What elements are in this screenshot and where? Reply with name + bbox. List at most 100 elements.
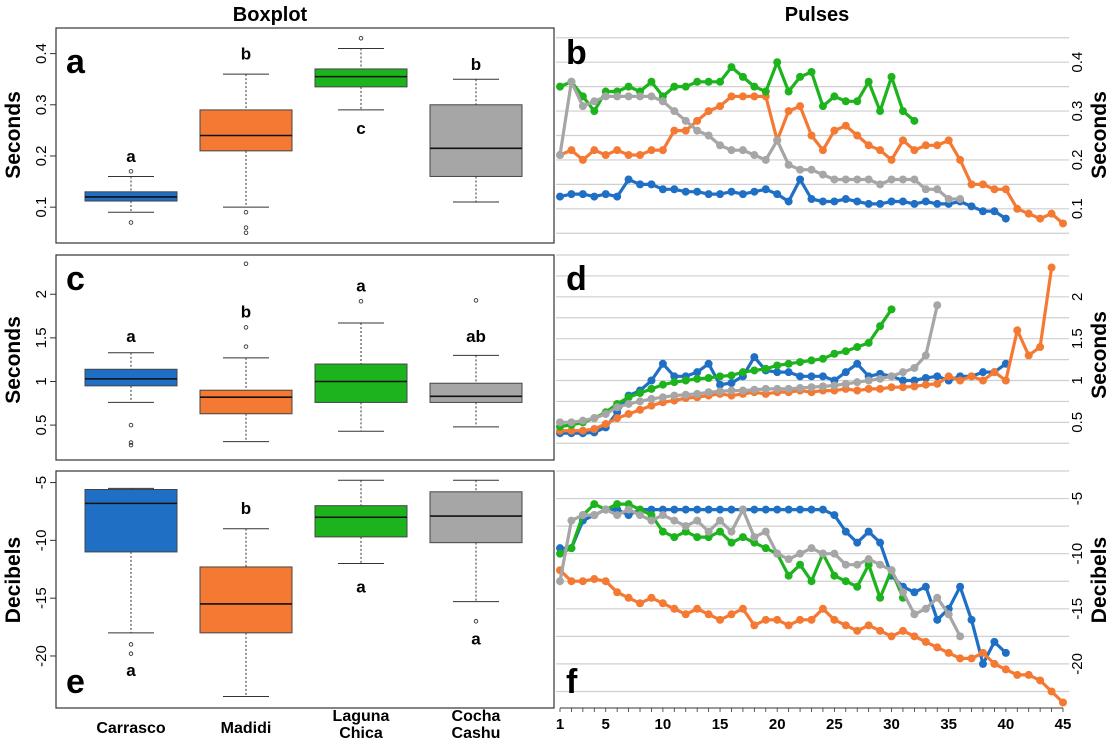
data-point [841,527,850,536]
data-point [624,82,633,91]
data-point [784,505,793,514]
data-point [944,610,953,619]
data-point [933,593,942,602]
data-point [876,199,885,208]
group-label: Chica [339,725,383,742]
data-point [956,376,965,385]
data-point [853,386,862,395]
data-point [693,533,702,542]
data-point [590,97,599,106]
y-tick-label: 0.5 [1069,412,1086,433]
data-point [750,187,759,196]
data-point [704,374,713,382]
data-point [727,146,736,155]
data-point [624,505,633,514]
data-point [693,505,702,514]
data-point [727,527,736,536]
data-point [967,372,976,381]
data-point [590,146,599,155]
data-point [636,405,645,414]
data-point [818,197,827,206]
data-point [944,136,953,145]
data-point [910,632,919,641]
data-point [773,190,782,199]
group-letter: a [126,327,136,346]
series-line [560,508,1007,666]
panel-d-line: d 0.5 1 1.5 2 Seconds [556,254,1111,444]
series-carrasco [556,505,1010,668]
data-point [830,349,839,358]
data-point [681,187,690,196]
data-point [658,505,667,514]
data-point [567,577,576,586]
data-point [853,343,862,352]
data-point [853,582,862,591]
data-point [807,505,816,514]
data-point [921,582,930,591]
data-point [761,615,770,624]
data-point [807,356,816,365]
group-letter: b [241,303,251,322]
data-point [738,604,747,613]
data-point [727,92,736,101]
box-body [314,68,408,88]
box-cocha-cashu: ab [429,298,523,428]
data-point [658,185,667,194]
outlier-point [128,651,134,656]
box-laguna-chica: a [314,277,408,432]
data-point [681,527,690,536]
data-point [853,626,862,635]
box-carrasco: a [84,327,178,448]
outlier-point [358,35,364,41]
data-point [876,384,885,393]
data-point [578,426,587,435]
x-tick-label: 15 [712,716,729,733]
outlier-point [358,298,364,304]
series-laguna-chica [556,58,919,125]
box-body [84,488,178,553]
data-point [716,505,725,514]
data-point [670,126,679,135]
data-point [921,380,930,389]
data-point [738,146,747,155]
data-point [853,378,862,387]
group-label: Carrasco [96,720,166,737]
data-point [807,67,816,76]
data-point [830,615,839,624]
data-point [978,648,987,657]
box-laguna-chica: c [314,35,408,138]
data-point [967,202,976,211]
outlier-point [243,344,249,349]
y-tick-label: -5 [33,476,50,489]
data-point [978,368,987,377]
x-tick-label: 35 [940,716,957,733]
outlier-point [128,440,134,445]
y-axis-label: Seconds [1088,91,1111,179]
y-tick-label: -10 [33,530,50,552]
data-point [1013,326,1022,335]
data-point [716,615,725,624]
data-point [921,374,930,382]
y-tick-label: -15 [1069,598,1086,620]
y-tick-label: 0.5 [33,415,50,436]
data-point [784,368,793,377]
data-point [590,500,599,509]
data-point [624,151,633,160]
data-point [738,72,747,81]
data-point [761,185,770,194]
data-point [784,160,793,169]
data-point [590,414,599,423]
data-point [716,380,725,389]
data-point [647,146,656,155]
box-body [199,109,293,152]
data-point [887,72,896,81]
box-body [314,505,408,538]
x-tick-label: 30 [883,716,900,733]
data-point [704,527,713,536]
data-point [933,141,942,150]
data-point [761,155,770,164]
x-tick-label: 20 [769,716,786,733]
data-point [761,505,770,514]
series-madidi [556,263,1056,435]
data-point [876,538,885,547]
